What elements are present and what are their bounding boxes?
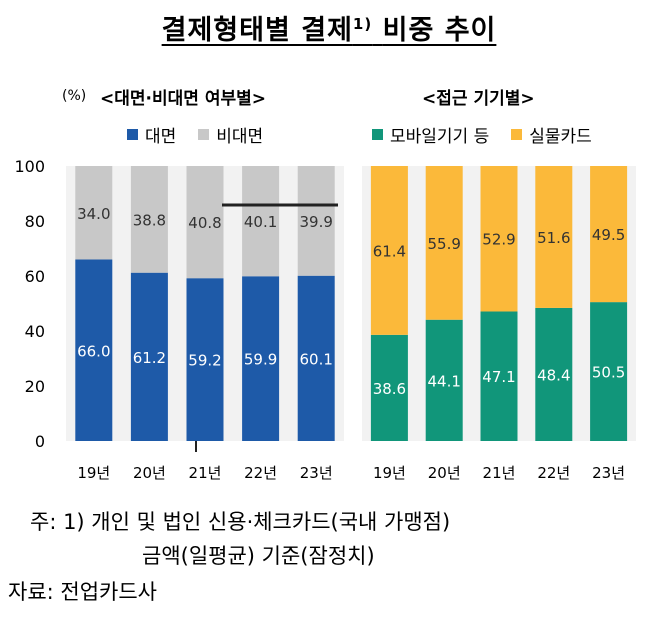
x-tick-label: 20년: [133, 464, 166, 482]
bar-face-s1-4: [297, 166, 335, 276]
bar-device-s1-1: [425, 166, 463, 320]
left-legend: 대면 비대면: [127, 122, 285, 147]
bar-face-s0-3: [242, 276, 280, 441]
legend-item-nonface: 비대면: [198, 122, 263, 147]
data-label: 52.9: [482, 231, 515, 249]
x-tick-label: 22년: [244, 464, 277, 482]
legend-item-mobile: 모바일기기 등: [372, 122, 489, 147]
footnote-line2: 금액(일평균) 기준(잠정치): [142, 544, 375, 568]
bar-face-s1-2: [186, 166, 224, 279]
data-label: 49.5: [592, 226, 625, 244]
data-label: 47.1: [482, 368, 515, 386]
bar-device-s0-2: [480, 311, 518, 441]
data-label: 51.6: [537, 229, 570, 247]
x-tick-label: 23년: [300, 464, 333, 482]
right-legend: 모바일기기 등 실물카드: [372, 122, 614, 147]
bar-face-s1-3: [242, 166, 280, 277]
bar-face-s1-0: [75, 166, 113, 260]
y-tick-label: 60: [25, 267, 45, 286]
bar-device-s0-0: [370, 334, 408, 441]
bar-face-s0-0: [75, 259, 113, 441]
legend-item-card: 실물카드: [511, 122, 592, 147]
data-label: 60.1: [299, 350, 332, 368]
y-tick-label: 20: [25, 377, 45, 396]
data-label: 59.2: [188, 352, 221, 370]
y-tick-label: 80: [25, 212, 45, 231]
y-tick-label: 0: [35, 432, 45, 451]
chart-title: 결제형태별 결제1) 비중 추이: [161, 15, 497, 46]
data-label: 38.6: [373, 380, 406, 398]
source-note: 자료: 전업카드사: [8, 580, 157, 604]
bar-face-s0-1: [130, 272, 168, 441]
bar-device-s1-2: [480, 166, 518, 312]
data-label: 59.9: [244, 351, 277, 369]
unit-label: (%): [62, 88, 87, 104]
bar-face-s1-1: [130, 166, 168, 273]
bar-device-s0-3: [535, 307, 573, 441]
y-tick-label: 100: [14, 157, 45, 176]
data-label: 34.0: [77, 205, 110, 223]
data-label: 38.8: [133, 211, 166, 229]
left-panel-title: <대면·비대면 여부별>: [100, 89, 266, 109]
x-tick-label: 20년: [428, 464, 461, 482]
data-label: 61.2: [133, 349, 166, 367]
x-tick-label: 22년: [537, 464, 570, 482]
legend-item-face: 대면: [127, 122, 176, 147]
x-tick-label: 21년: [189, 464, 222, 482]
data-label: 44.1: [427, 372, 460, 390]
bar-face-s0-2: [186, 278, 224, 441]
bar-device-s0-1: [425, 319, 463, 441]
data-label: 39.9: [299, 213, 332, 231]
data-label: 66.0: [77, 342, 110, 360]
x-tick-label: 23년: [592, 464, 625, 482]
data-label: 40.8: [188, 214, 221, 232]
bar-device-s1-3: [535, 166, 573, 308]
x-tick-label: 19년: [77, 464, 110, 482]
footnote-line1: 주: 1) 개인 및 법인 신용·체크카드(국내 가맹점): [30, 510, 451, 534]
bar-face-s0-4: [297, 275, 335, 441]
data-label: 40.1: [244, 213, 277, 231]
y-tick-label: 40: [25, 322, 45, 341]
right-panel-title: <접근 기기별>: [422, 89, 535, 109]
bar-device-s1-4: [590, 166, 628, 303]
x-tick-label: 19년: [373, 464, 406, 482]
x-tick-label: 21년: [483, 464, 516, 482]
data-label: 48.4: [537, 366, 570, 384]
data-label: 50.5: [592, 364, 625, 382]
data-label: 61.4: [373, 242, 406, 260]
bar-device-s0-4: [590, 302, 628, 441]
bar-device-s1-0: [370, 166, 408, 335]
data-label: 55.9: [427, 235, 460, 253]
